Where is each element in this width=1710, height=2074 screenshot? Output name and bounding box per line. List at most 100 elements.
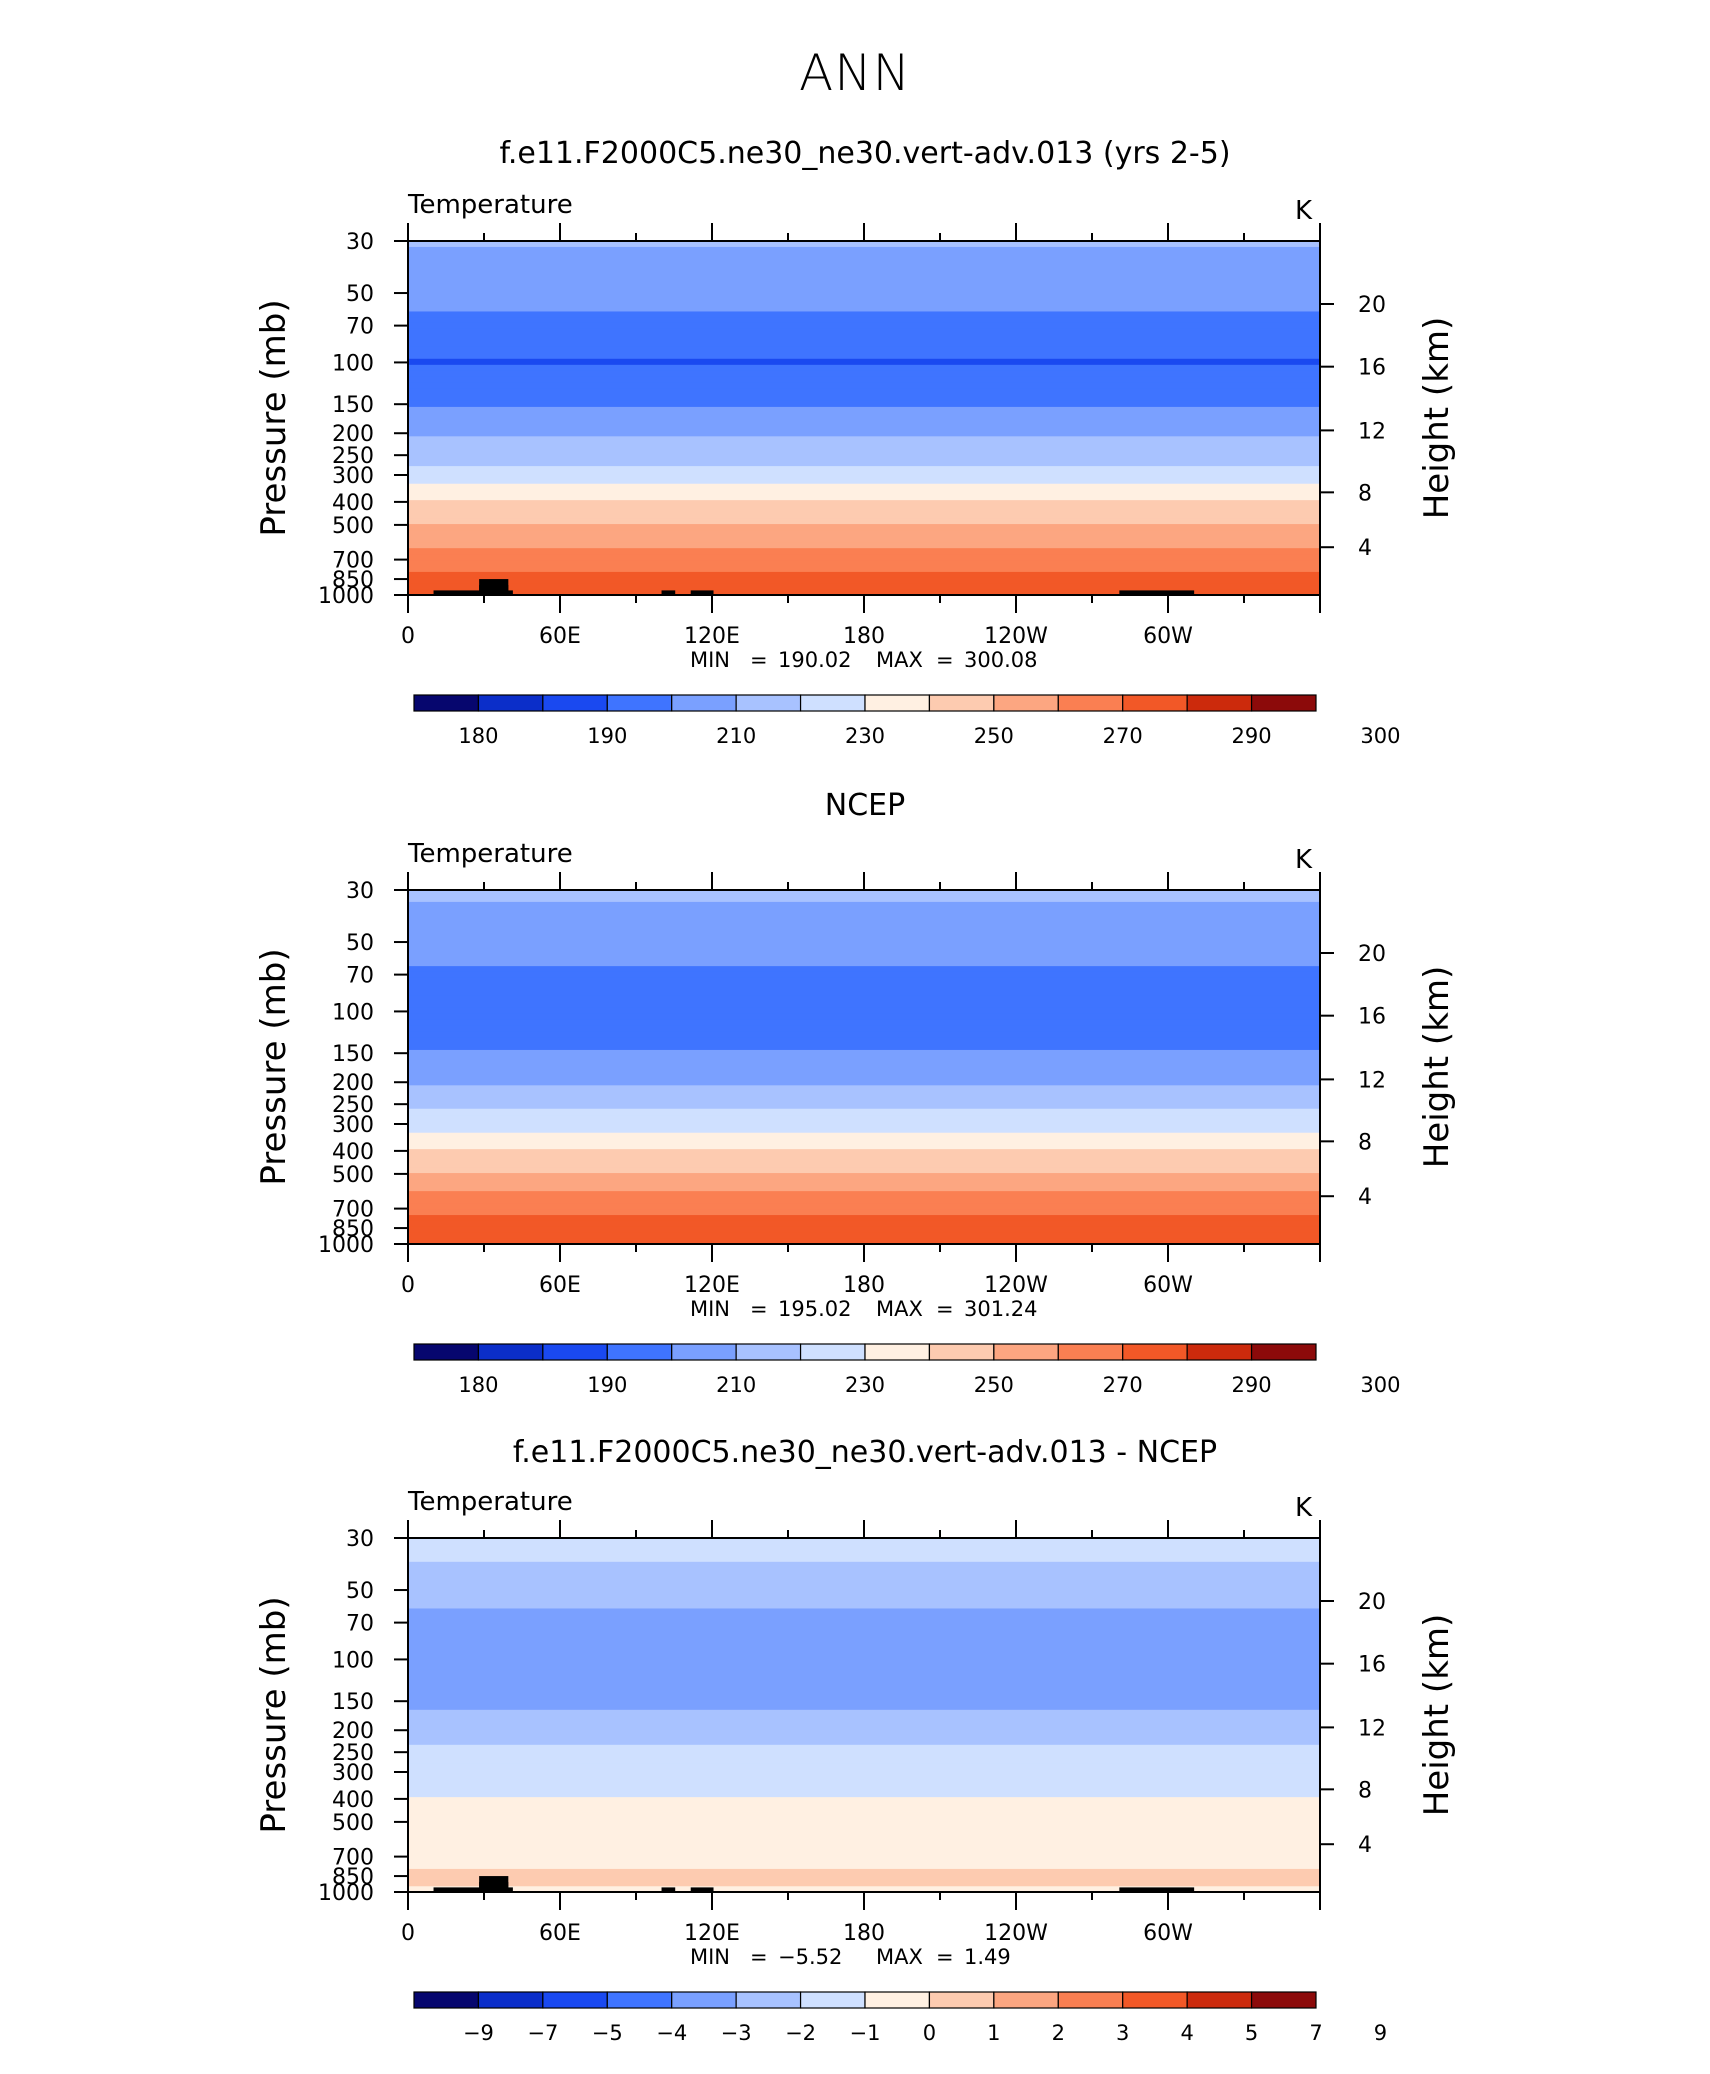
colorbar-swatch (1186, 694, 1253, 712)
colorbar-label: −7 (527, 2021, 558, 2045)
contour-band (408, 394, 1320, 402)
contour-band (408, 1827, 1320, 1834)
chart-panel-2: NCEP Temperature K 0 60E 120E 180 120W 60W 30 50 70… (254, 788, 1457, 1397)
contour-band (408, 1619, 1320, 1627)
colorbar-swatch (799, 1991, 866, 2009)
colorbar-swatch (413, 1343, 480, 1361)
y-axis-right-title: Height (km) (1417, 966, 1457, 1169)
contour-band (408, 1691, 1320, 1699)
contour-band (408, 1102, 1320, 1110)
contour-band (408, 560, 1320, 567)
contour-band (408, 317, 1320, 324)
contour-band (408, 901, 1320, 909)
contour-band (408, 1161, 1320, 1168)
colorbar-label: 3 (1116, 2021, 1129, 2045)
stats-min-value: 195.02 (778, 1297, 851, 1321)
contour-band (408, 1143, 1320, 1150)
contour-band (408, 1851, 1320, 1858)
y-tick-label: 850 (332, 1217, 374, 1242)
topography-mask (690, 1887, 714, 1892)
y-tick-label: 850 (332, 1865, 374, 1890)
contour-band (408, 1756, 1320, 1764)
variable-label: Temperature (407, 1487, 573, 1517)
contour-band (408, 340, 1320, 348)
contour-band (408, 1019, 1320, 1027)
contour-band (408, 424, 1320, 432)
colorbar-swatch (606, 694, 673, 712)
y-tick-label: 1000 (318, 584, 374, 609)
stats-min-value: −5.52 (778, 1945, 842, 1969)
colorbar-label: 210 (716, 724, 756, 748)
y-tick-label: 400 (332, 491, 374, 516)
contour-band (408, 436, 1320, 443)
y-tick-label: 500 (332, 1163, 374, 1188)
colorbar-swatch (413, 694, 480, 712)
y-right-tick-label: 4 (1358, 1185, 1372, 1210)
stats-equals: = (750, 1297, 768, 1321)
contour-band (408, 1780, 1320, 1787)
colorbar-swatch (477, 1343, 544, 1361)
y-right-tick-label: 12 (1358, 419, 1386, 444)
contour-band (408, 258, 1320, 266)
contour-band (408, 328, 1320, 336)
colorbar-swatch (542, 1343, 608, 1361)
contour-band (408, 548, 1320, 555)
contour-band (408, 1226, 1320, 1234)
y-tick-label: 100 (332, 351, 374, 376)
contour-band (408, 1173, 1320, 1180)
y-right-tick-label: 12 (1358, 1716, 1386, 1741)
contour-band (408, 1791, 1320, 1798)
contour-band (408, 282, 1320, 290)
contour-band (408, 925, 1320, 933)
contour-band (408, 1715, 1320, 1723)
contour-band (408, 1839, 1320, 1846)
stats-max-value: 301.24 (964, 1297, 1037, 1321)
colorbar-label: 230 (845, 724, 885, 748)
contour-band (408, 400, 1320, 408)
colorbar-swatch (1250, 1343, 1317, 1361)
contour-band (408, 459, 1320, 467)
contour-band (408, 1538, 1320, 1545)
colorbar-label: 180 (458, 1373, 498, 1397)
contour-band (408, 1709, 1320, 1717)
y-right-tick-label: 12 (1358, 1068, 1386, 1093)
x-tick-label: 120W (984, 1273, 1048, 1298)
contour-band (408, 1597, 1320, 1604)
contour-band (408, 276, 1320, 284)
colorbar-swatch (671, 694, 737, 712)
x-tick-label: 60E (539, 624, 581, 649)
contour-band (408, 1055, 1320, 1063)
contour-band (408, 895, 1320, 903)
topography-mask (479, 1876, 509, 1892)
y-right-tick-label: 16 (1358, 356, 1386, 381)
contour-band (408, 1067, 1320, 1075)
contour-band (408, 1220, 1320, 1228)
y-tick-label: 700 (332, 1846, 374, 1871)
contour-band (408, 524, 1320, 531)
colorbar-swatch (1250, 1991, 1317, 2009)
contour-band (408, 1073, 1320, 1081)
colorbar-swatch (1250, 694, 1317, 712)
x-tick-label: 180 (843, 1273, 885, 1298)
stats-equals: = (936, 1945, 954, 1969)
contour-band (408, 334, 1320, 342)
contour-band (408, 1857, 1320, 1864)
colorbar-label: 290 (1232, 1373, 1272, 1397)
y-tick-label: 50 (346, 282, 374, 307)
y-tick-label: 200 (332, 1071, 374, 1096)
topography-mask (661, 590, 676, 595)
contour-band (408, 971, 1320, 979)
topography-mask (433, 1887, 513, 1892)
y-tick-label: 700 (332, 1198, 374, 1223)
contour-band (408, 949, 1320, 956)
contour-band (408, 1727, 1320, 1734)
units-label: K (1295, 196, 1313, 226)
y-tick-label: 100 (332, 1000, 374, 1025)
contour-band (408, 1733, 1320, 1740)
y-tick-label: 150 (332, 1690, 374, 1715)
contour-band (408, 542, 1320, 549)
stats-equals: = (750, 648, 768, 672)
contour-band (408, 1091, 1320, 1098)
contour-band (408, 1238, 1320, 1245)
y-tick-label: 500 (332, 1811, 374, 1836)
